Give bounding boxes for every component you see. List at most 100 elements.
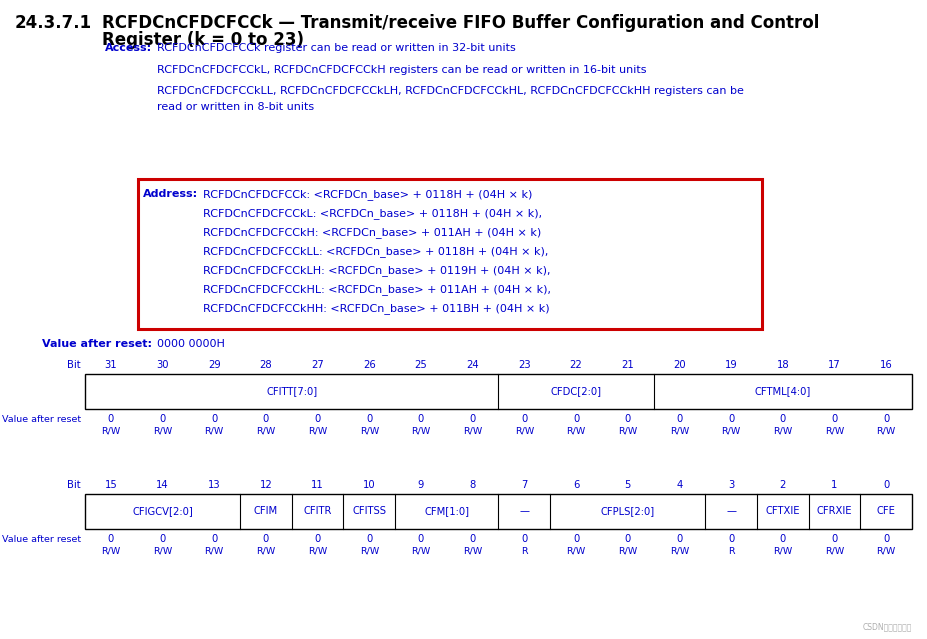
Text: R/W: R/W <box>360 427 379 436</box>
Text: 19: 19 <box>725 360 738 369</box>
Text: CSDN不吃鱼的猫丨: CSDN不吃鱼的猫丨 <box>863 622 912 631</box>
Text: 16: 16 <box>880 360 893 369</box>
Text: 0: 0 <box>625 415 631 424</box>
Text: CFRXIE: CFRXIE <box>817 506 852 516</box>
Text: 0: 0 <box>159 415 166 424</box>
Text: CFITSS: CFITSS <box>352 506 387 516</box>
Text: Access:: Access: <box>105 43 152 53</box>
Text: RCFDCnCFDCFCCkLH: <RCFDCn_base> + 0119H + (04H × k),: RCFDCnCFDCFCCkLH: <RCFDCn_base> + 0119H … <box>203 265 551 276</box>
Text: 0: 0 <box>159 534 166 544</box>
Text: 0: 0 <box>418 534 424 544</box>
Text: R/W: R/W <box>877 427 895 436</box>
Text: 5: 5 <box>625 479 631 489</box>
Text: 14: 14 <box>157 479 169 489</box>
Text: Register (k = 0 to 23): Register (k = 0 to 23) <box>102 31 304 49</box>
Text: R/W: R/W <box>825 547 844 556</box>
Text: 0: 0 <box>521 534 527 544</box>
Text: CFDC[2:0]: CFDC[2:0] <box>551 386 602 396</box>
Text: R/W: R/W <box>773 547 793 556</box>
Text: R/W: R/W <box>308 427 327 436</box>
Text: R/W: R/W <box>463 547 482 556</box>
Text: R/W: R/W <box>618 427 638 436</box>
Text: 11: 11 <box>311 479 324 489</box>
Text: RCFDCnCFDCFCCkH: <RCFDCn_base> + 011AH + (04H × k): RCFDCnCFDCFCCkH: <RCFDCn_base> + 011AH +… <box>203 227 541 238</box>
Text: R/W: R/W <box>670 427 689 436</box>
Text: RCFDCnCFDCFCCkL, RCFDCnCFDCFCCkH registers can be read or written in 16-bit unit: RCFDCnCFDCFCCkL, RCFDCnCFDCFCCkH registe… <box>157 65 646 75</box>
Text: CFTXIE: CFTXIE <box>766 506 800 516</box>
Text: 0: 0 <box>677 534 682 544</box>
Text: R/W: R/W <box>412 547 431 556</box>
Bar <box>85 493 912 528</box>
Text: CFM[1:0]: CFM[1:0] <box>425 506 469 516</box>
Text: R/W: R/W <box>670 547 689 556</box>
Text: R/W: R/W <box>256 547 275 556</box>
Text: 0: 0 <box>780 534 786 544</box>
Text: R/W: R/W <box>308 547 327 556</box>
Text: R/W: R/W <box>566 427 586 436</box>
Text: RCFDCnCFDCFCCkHH: <RCFDCn_base> + 011BH + (04H × k): RCFDCnCFDCFCCkHH: <RCFDCn_base> + 011BH … <box>203 303 550 314</box>
Text: 26: 26 <box>362 360 375 369</box>
Text: 23: 23 <box>518 360 530 369</box>
Text: CFITR: CFITR <box>303 506 332 516</box>
Bar <box>138 179 762 329</box>
Text: R/W: R/W <box>101 427 121 436</box>
Text: 0: 0 <box>677 415 682 424</box>
Text: CFPLS[2:0]: CFPLS[2:0] <box>601 506 654 516</box>
Text: Value after reset:: Value after reset: <box>42 339 152 349</box>
Text: 0: 0 <box>883 534 889 544</box>
Text: 0: 0 <box>883 415 889 424</box>
Text: R/W: R/W <box>463 427 482 436</box>
Text: 10: 10 <box>363 479 375 489</box>
Text: 0: 0 <box>883 479 889 489</box>
Text: CFIM: CFIM <box>254 506 278 516</box>
Text: CFIGCV[2:0]: CFIGCV[2:0] <box>133 506 193 516</box>
Text: 0: 0 <box>211 534 217 544</box>
Text: 27: 27 <box>311 360 324 369</box>
Text: RCFDCnCFDCFCCk: <RCFDCn_base> + 0118H + (04H × k): RCFDCnCFDCFCCk: <RCFDCn_base> + 0118H + … <box>203 189 532 200</box>
Text: 0: 0 <box>314 534 321 544</box>
Text: 21: 21 <box>621 360 634 369</box>
Text: 28: 28 <box>260 360 273 369</box>
Text: —: — <box>726 506 736 516</box>
Text: 0: 0 <box>366 415 373 424</box>
Text: Address:: Address: <box>143 189 198 199</box>
Text: 2: 2 <box>780 479 786 489</box>
Text: R/W: R/W <box>825 427 844 436</box>
Text: R/W: R/W <box>877 547 895 556</box>
Text: read or written in 8-bit units: read or written in 8-bit units <box>157 102 314 112</box>
Text: 12: 12 <box>260 479 273 489</box>
Text: 3: 3 <box>728 479 734 489</box>
Text: 24.3.7.1: 24.3.7.1 <box>15 14 92 32</box>
Text: 0: 0 <box>625 534 631 544</box>
Text: 0: 0 <box>262 415 269 424</box>
Text: Bit: Bit <box>68 360 81 369</box>
Text: R: R <box>521 547 527 556</box>
Text: CFE: CFE <box>877 506 895 516</box>
Text: 31: 31 <box>105 360 117 369</box>
Text: 4: 4 <box>677 479 682 489</box>
Text: R/W: R/W <box>205 547 223 556</box>
Text: 0: 0 <box>470 415 476 424</box>
Text: 13: 13 <box>208 479 221 489</box>
Bar <box>85 374 912 408</box>
Text: RCFDCnCFDCFCCkLL, RCFDCnCFDCFCCkLH, RCFDCnCFDCFCCkHL, RCFDCnCFDCFCCkHH registers: RCFDCnCFDCFCCkLL, RCFDCnCFDCFCCkLH, RCFD… <box>157 86 743 96</box>
Text: RCFDCnCFDCFCCk register can be read or written in 32-bit units: RCFDCnCFDCFCCk register can be read or w… <box>157 43 515 53</box>
Text: RCFDCnCFDCFCCkL: <RCFDCn_base> + 0118H + (04H × k),: RCFDCnCFDCFCCkL: <RCFDCn_base> + 0118H +… <box>203 208 542 219</box>
Text: 29: 29 <box>208 360 221 369</box>
Text: R/W: R/W <box>101 547 121 556</box>
Text: 0: 0 <box>573 415 579 424</box>
Text: 20: 20 <box>673 360 686 369</box>
Text: 0: 0 <box>108 415 114 424</box>
Text: R/W: R/W <box>153 547 172 556</box>
Text: R/W: R/W <box>153 427 172 436</box>
Text: R/W: R/W <box>566 547 586 556</box>
Text: 0: 0 <box>780 415 786 424</box>
Text: R/W: R/W <box>721 427 741 436</box>
Text: 0: 0 <box>108 534 114 544</box>
Text: 0: 0 <box>521 415 527 424</box>
Text: 0: 0 <box>366 534 373 544</box>
Text: 0: 0 <box>728 415 734 424</box>
Text: R/W: R/W <box>412 427 431 436</box>
Text: RCFDCnCFDCFCCkLL: <RCFDCn_base> + 0118H + (04H × k),: RCFDCnCFDCFCCkLL: <RCFDCn_base> + 0118H … <box>203 246 549 257</box>
Text: 9: 9 <box>418 479 425 489</box>
